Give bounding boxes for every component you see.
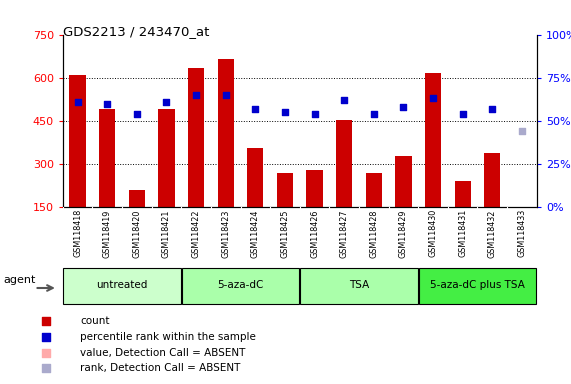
Bar xyxy=(99,109,115,207)
Text: GSM118421: GSM118421 xyxy=(162,209,171,258)
Text: GSM118432: GSM118432 xyxy=(488,209,497,258)
Text: GSM118420: GSM118420 xyxy=(132,209,142,258)
Point xyxy=(103,101,112,107)
Point xyxy=(458,111,467,117)
Point xyxy=(340,97,349,103)
Text: agent: agent xyxy=(3,275,35,285)
Bar xyxy=(455,182,471,207)
Point xyxy=(369,111,379,117)
Point xyxy=(41,318,50,324)
Bar xyxy=(218,59,234,207)
Text: GDS2213 / 243470_at: GDS2213 / 243470_at xyxy=(63,25,209,38)
FancyBboxPatch shape xyxy=(419,268,536,304)
Bar xyxy=(158,109,175,207)
Point xyxy=(41,350,50,356)
Point xyxy=(428,95,437,101)
Text: GSM118418: GSM118418 xyxy=(73,209,82,257)
Text: GSM118433: GSM118433 xyxy=(517,209,526,257)
Point xyxy=(132,111,142,117)
Point xyxy=(191,92,200,98)
Text: percentile rank within the sample: percentile rank within the sample xyxy=(80,332,256,342)
Text: GSM118426: GSM118426 xyxy=(310,209,319,258)
Bar xyxy=(70,75,86,207)
Bar xyxy=(425,73,441,207)
Text: GSM118431: GSM118431 xyxy=(458,209,467,257)
FancyBboxPatch shape xyxy=(63,268,180,304)
Text: GSM118422: GSM118422 xyxy=(192,209,200,258)
Text: GSM118419: GSM118419 xyxy=(103,209,112,258)
Point xyxy=(251,106,260,112)
Text: rank, Detection Call = ABSENT: rank, Detection Call = ABSENT xyxy=(80,363,240,373)
FancyBboxPatch shape xyxy=(182,268,299,304)
Text: GSM118429: GSM118429 xyxy=(399,209,408,258)
Bar xyxy=(307,170,323,207)
Point xyxy=(517,128,526,134)
Point xyxy=(399,104,408,110)
Point xyxy=(73,99,82,105)
Text: GSM118425: GSM118425 xyxy=(280,209,289,258)
Text: count: count xyxy=(80,316,110,326)
Bar xyxy=(336,119,352,207)
Bar xyxy=(277,173,293,207)
Text: 5-aza-dC plus TSA: 5-aza-dC plus TSA xyxy=(430,280,525,290)
Text: GSM118427: GSM118427 xyxy=(340,209,349,258)
Point xyxy=(41,334,50,340)
Text: GSM118430: GSM118430 xyxy=(429,209,437,257)
Bar xyxy=(365,173,382,207)
Text: untreated: untreated xyxy=(96,280,148,290)
Point xyxy=(41,365,50,371)
Bar xyxy=(128,190,145,207)
Point xyxy=(162,99,171,105)
Point xyxy=(280,109,289,116)
Bar xyxy=(484,152,500,207)
Text: 5-aza-dC: 5-aza-dC xyxy=(218,280,264,290)
Text: GSM118428: GSM118428 xyxy=(369,209,379,258)
Bar xyxy=(247,148,263,207)
Point xyxy=(310,111,319,117)
Text: TSA: TSA xyxy=(349,280,369,290)
Text: value, Detection Call = ABSENT: value, Detection Call = ABSENT xyxy=(80,348,246,358)
Text: GSM118424: GSM118424 xyxy=(251,209,260,258)
FancyBboxPatch shape xyxy=(300,268,417,304)
Point xyxy=(221,92,230,98)
Bar xyxy=(395,156,412,207)
Text: GSM118423: GSM118423 xyxy=(221,209,230,258)
Point xyxy=(488,106,497,112)
Bar xyxy=(188,68,204,207)
